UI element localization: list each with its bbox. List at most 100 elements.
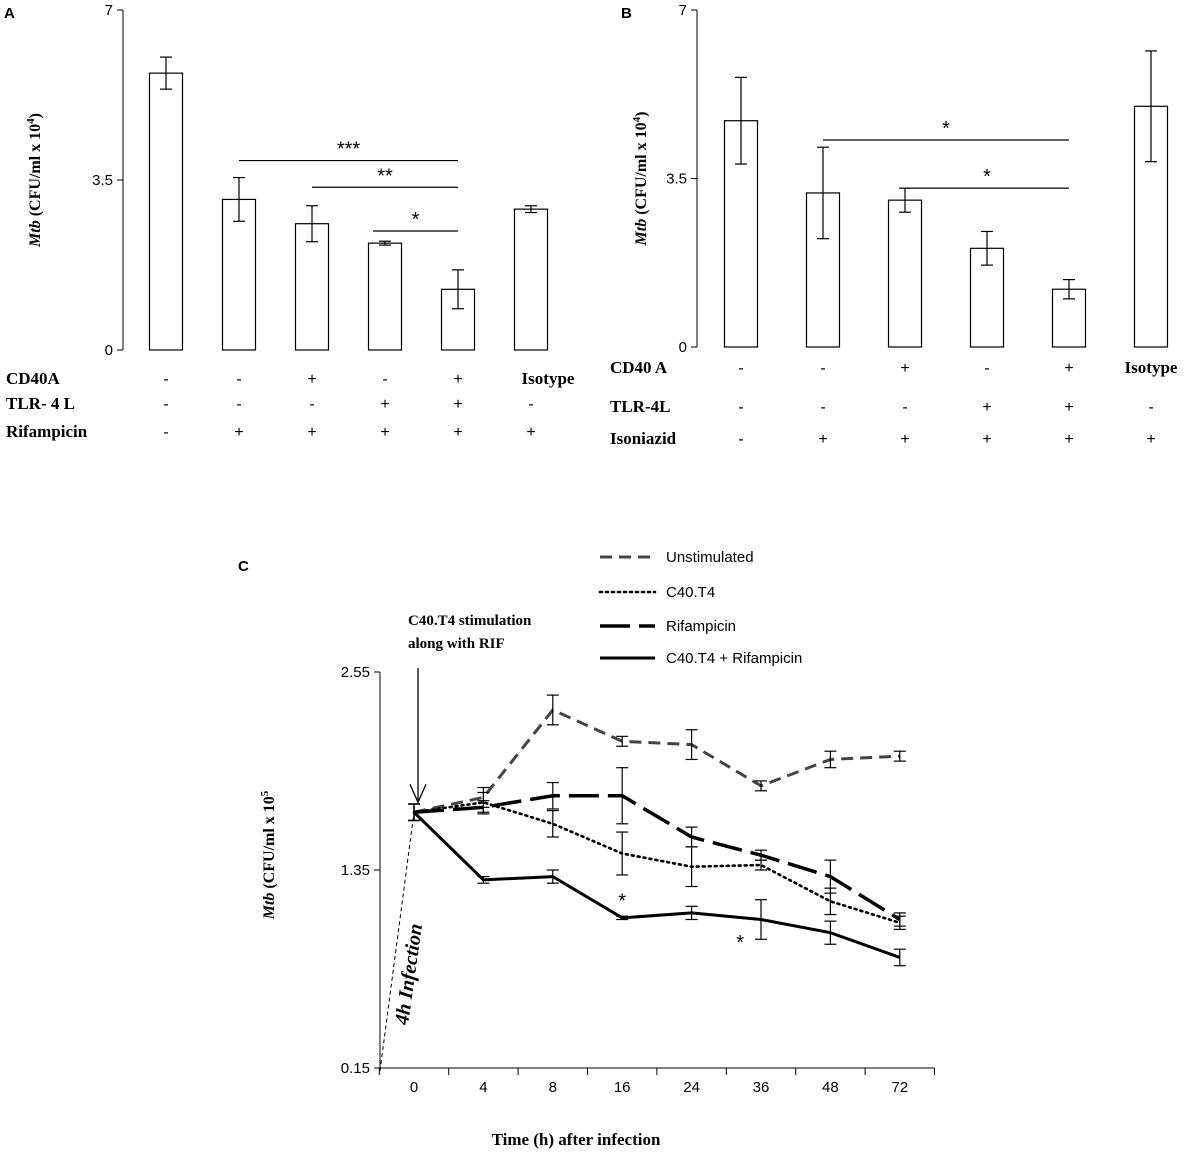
y-axis-label-exponent: 4 — [25, 118, 37, 124]
legend-label: Rifampicin — [666, 618, 736, 635]
bar — [221, 198, 257, 351]
infection-line — [379, 812, 415, 1072]
condition-label: TLR-4L — [610, 397, 670, 416]
y-tick-label: 0 — [105, 342, 113, 359]
y-axis-label-text: (CFU/ml x 10 — [27, 124, 44, 220]
panel-label: A — [4, 5, 15, 22]
y-axis-label: Mtb (CFU/ml x 105 — [259, 790, 278, 920]
condition-label: CD40A — [6, 369, 61, 388]
y-axis-label-italic: Mtb — [261, 893, 278, 921]
panel-label: C — [238, 558, 249, 575]
condition-label: Isoniazid — [610, 429, 677, 448]
condition-mark: - — [738, 360, 743, 377]
x-tick-label: 8 — [549, 1079, 557, 1096]
significance-label: *** — [337, 139, 361, 161]
significance-label: * — [412, 209, 420, 231]
y-tick-label: 2.55 — [341, 664, 370, 681]
x-tick-label: 0 — [410, 1079, 418, 1096]
significance-label: ** — [377, 165, 393, 187]
significance-label: * — [942, 118, 950, 140]
x-tick-label: 4 — [479, 1079, 487, 1096]
panel-label: B — [621, 5, 632, 22]
y-tick-label: 0.15 — [341, 1060, 370, 1077]
y-axis-label-text: (CFU/ml x 10 — [633, 122, 650, 218]
y-axis-label-exponent: 5 — [259, 790, 271, 796]
condition-mark: + — [1146, 431, 1155, 448]
bar — [367, 242, 403, 351]
condition-label: TLR- 4 L — [6, 394, 75, 413]
y-tick-label: 7 — [105, 2, 113, 19]
condition-mark: + — [380, 424, 389, 441]
condition-mark: - — [163, 396, 168, 413]
x-tick-label: 36 — [753, 1079, 770, 1096]
y-tick-label: 0 — [679, 339, 687, 356]
legend-label: C40.T4 — [666, 584, 715, 601]
condition-mark: - — [738, 399, 743, 416]
y-tick-label: 1.35 — [341, 862, 370, 879]
y-axis-label: Mtb (CFU/ml x 104) — [631, 112, 650, 247]
y-tick-label: 3.5 — [92, 172, 113, 189]
panel-b: B 0 3.5 7 Mtb (CFU/ml x 104) * * CD40 A - - + - + Iso… — [610, 2, 1178, 448]
bar — [294, 223, 330, 351]
significance-star: * — [736, 932, 744, 954]
condition-mark: + — [380, 396, 389, 413]
series-line — [412, 811, 901, 959]
x-tick-label: 72 — [891, 1079, 908, 1096]
condition-mark: + — [1064, 399, 1073, 416]
annotation-line-2: along with RIF — [408, 636, 505, 652]
condition-label: Rifampicin — [6, 422, 88, 441]
bar — [148, 72, 184, 351]
y-axis-label-italic: Mtb — [633, 219, 650, 247]
y-axis-label-close: ) — [27, 113, 44, 118]
condition-mark: - — [382, 371, 387, 388]
series-line — [413, 708, 900, 814]
condition-mark: - — [902, 399, 907, 416]
y-axis-label-italic: Mtb — [27, 220, 44, 248]
legend-label: Unstimulated — [666, 549, 754, 566]
bar — [513, 208, 549, 351]
condition-mark: + — [818, 431, 827, 448]
y-axis-label-text: (CFU/ml x 10 — [261, 796, 278, 892]
condition-mark: - — [528, 396, 533, 413]
condition-mark: Isotype — [522, 369, 575, 388]
condition-mark: + — [307, 371, 316, 388]
condition-mark: - — [738, 431, 743, 448]
x-tick-label: 16 — [614, 1079, 631, 1096]
significance-star: * — [618, 891, 626, 913]
condition-mark: - — [820, 360, 825, 377]
condition-mark: + — [307, 424, 316, 441]
condition-mark: - — [309, 396, 314, 413]
condition-mark: + — [453, 424, 462, 441]
condition-mark: - — [984, 360, 989, 377]
y-axis-label: Mtb (CFU/ml x 104) — [25, 113, 44, 248]
condition-mark: - — [163, 424, 168, 441]
condition-mark: - — [163, 371, 168, 388]
condition-mark: Isotype — [1125, 358, 1178, 377]
x-tick-label: 48 — [822, 1079, 839, 1096]
infection-label: 4h Infection — [391, 922, 427, 1027]
series-line — [413, 794, 901, 921]
condition-mark: - — [236, 396, 241, 413]
condition-mark: + — [526, 424, 535, 441]
legend-label: C40.T4 + Rifampicin — [666, 650, 802, 667]
significance-label: * — [983, 166, 991, 188]
bar — [887, 199, 923, 348]
y-axis-label-close: ) — [633, 112, 650, 117]
condition-mark: + — [453, 396, 462, 413]
y-axis-label-exponent: 4 — [631, 116, 643, 122]
condition-mark: + — [982, 399, 991, 416]
condition-mark: + — [900, 431, 909, 448]
condition-mark: + — [1064, 431, 1073, 448]
series-line — [412, 801, 902, 925]
condition-mark: + — [900, 360, 909, 377]
condition-mark: + — [1064, 360, 1073, 377]
x-axis-label: Time (h) after infection — [492, 1130, 661, 1149]
condition-mark: + — [453, 371, 462, 388]
condition-mark: + — [982, 431, 991, 448]
annotation-arrow-head — [409, 783, 427, 804]
x-tick-label: 24 — [683, 1079, 700, 1096]
condition-mark: - — [820, 399, 825, 416]
